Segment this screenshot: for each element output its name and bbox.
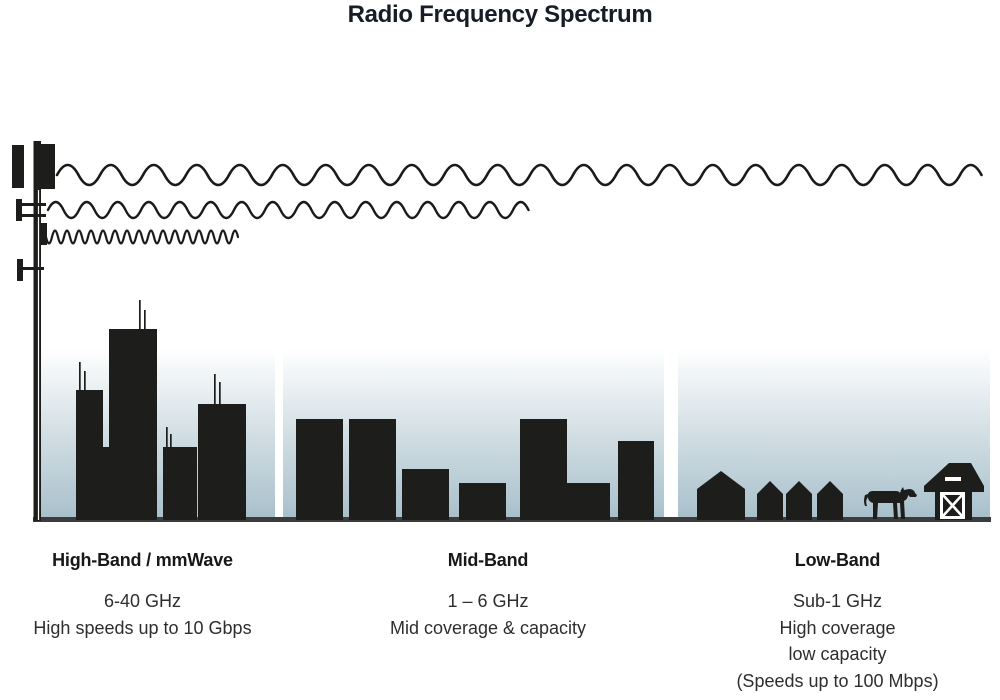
tower-antenna-panel <box>16 199 22 221</box>
rooftop-antenna <box>214 374 216 405</box>
city-building <box>163 447 197 520</box>
rooftop-antenna <box>166 427 168 448</box>
tower-crossbar <box>17 267 44 270</box>
barn-hayloft-slit <box>945 477 961 481</box>
cell-tower-mast-highlight <box>37 190 40 520</box>
city-building <box>198 404 246 520</box>
cell-tower-mast <box>33 141 41 521</box>
mid-building <box>459 483 506 520</box>
mid-building <box>520 419 567 520</box>
rooftop-antenna <box>170 434 172 448</box>
mid-building <box>618 441 654 520</box>
tower-antenna-panel <box>41 223 47 245</box>
rooftop-antenna <box>84 371 86 391</box>
band-label-low: Low-Band <box>794 550 881 570</box>
cow <box>864 487 917 519</box>
rooftop-antenna <box>139 300 141 330</box>
city-building <box>76 390 103 520</box>
band-frequency-mid: 1 – 6 GHz <box>447 591 529 611</box>
band-caption-mid-band: Mid-Band 1 – 6 GHz Mid coverage & capaci… <box>350 550 626 641</box>
band-description-mid: Mid coverage & capacity <box>389 617 587 638</box>
band-description-high: High speeds up to 10 Gbps <box>33 617 252 638</box>
tower-antenna-panel <box>38 144 55 189</box>
band-caption-high-band: High-Band / mmWave 6-40 GHz High speeds … <box>10 550 275 641</box>
band-description-low-3: (Speeds up to 100 Mbps) <box>736 670 939 691</box>
mid-building <box>402 469 449 520</box>
house <box>817 481 843 520</box>
band-label-high: High-Band / mmWave <box>52 550 233 570</box>
rooftop-antenna <box>144 310 146 330</box>
tower-antenna-panel <box>12 145 24 188</box>
low-frequency-wave <box>55 163 983 187</box>
band-caption-low-band: Low-Band Sub-1 GHz High coverage low cap… <box>685 550 990 694</box>
rooftop-antenna <box>219 382 221 405</box>
barn-door-cross-brace <box>942 494 963 517</box>
mid-frequency-wave <box>46 200 530 220</box>
spectrum-illustration <box>12 141 991 522</box>
tower-crossbar <box>16 214 46 217</box>
band-frequency-high: 6-40 GHz <box>103 591 182 611</box>
band-frequency-low: Sub-1 GHz <box>792 591 883 611</box>
band-description-low-2: low capacity <box>788 644 887 664</box>
rooftop-antenna <box>79 362 81 391</box>
house <box>697 471 745 520</box>
band-label-mid: Mid-Band <box>447 550 529 570</box>
mid-building <box>567 483 610 520</box>
mid-building <box>349 419 396 520</box>
house <box>786 481 812 520</box>
ground-line <box>33 517 991 522</box>
page-title: Radio Frequency Spectrum <box>347 1 653 28</box>
city-building <box>109 329 157 520</box>
band-description-low-1: High coverage <box>779 617 896 638</box>
mid-building <box>296 419 343 520</box>
house <box>757 481 783 520</box>
high-frequency-wave <box>38 229 240 245</box>
tower-crossbar <box>16 203 46 206</box>
